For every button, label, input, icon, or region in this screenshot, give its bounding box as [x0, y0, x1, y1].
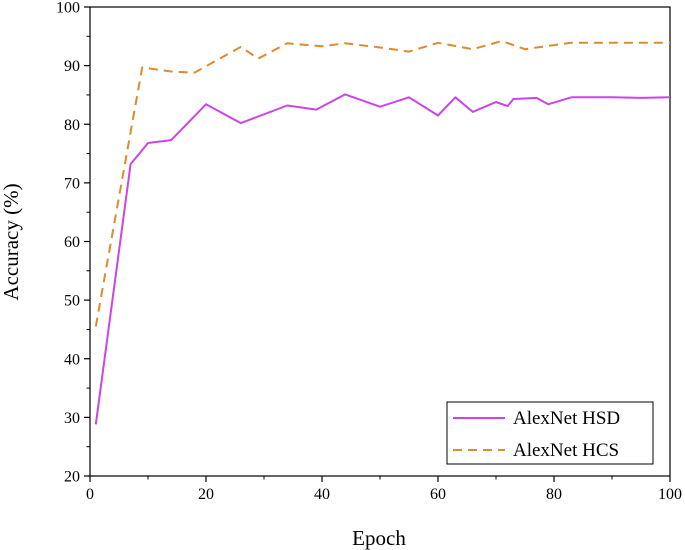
- y-tick-label: 50: [64, 293, 80, 310]
- x-tick-label: 20: [198, 486, 214, 503]
- x-tick-label: 80: [546, 486, 562, 503]
- y-axis-title: Accuracy (%): [0, 183, 23, 300]
- x-tick-label: 40: [314, 486, 330, 503]
- y-tick-label: 100: [56, 0, 80, 17]
- legend-label-hcs: AlexNet HCS: [513, 440, 619, 461]
- y-tick-label: 40: [64, 351, 80, 368]
- x-tick-label: 60: [430, 486, 446, 503]
- y-tick-label: 60: [64, 234, 80, 251]
- legend-label-hsd: AlexNet HSD: [513, 408, 620, 429]
- y-tick-label: 70: [64, 175, 80, 192]
- y-axis-ticks: 20 30 40 50 60 70 80 90 100: [56, 0, 90, 486]
- x-axis-ticks: 0 20 40 60 80 100: [86, 476, 682, 503]
- legend-box: [446, 401, 654, 465]
- y-tick-label: 80: [64, 117, 80, 134]
- series-line-hsd: [94, 93, 671, 425]
- x-axis-title: Epoch: [352, 526, 406, 550]
- x-tick-label: 0: [86, 486, 94, 503]
- y-tick-label: 20: [64, 469, 80, 486]
- y-tick-label: 30: [64, 410, 80, 427]
- x-tick-label: 100: [658, 486, 682, 503]
- series-layer: [94, 40, 671, 425]
- legend: AlexNet HSD AlexNet HCS: [446, 401, 654, 465]
- y-tick-label: 90: [64, 58, 80, 75]
- series-line-hcs: [94, 40, 670, 327]
